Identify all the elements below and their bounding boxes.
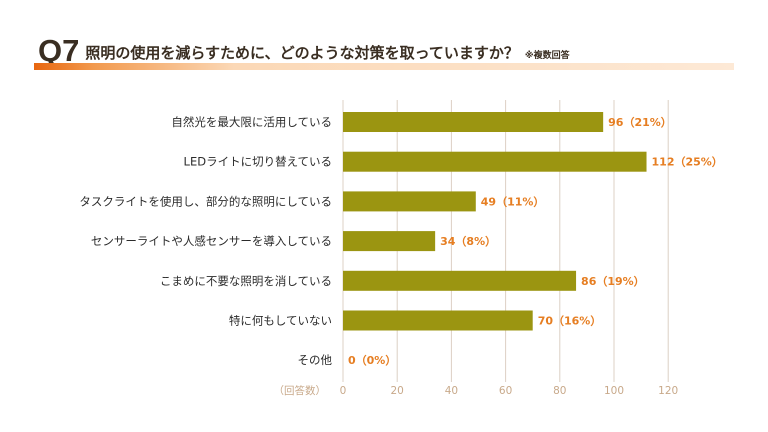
title-underline bbox=[34, 63, 734, 70]
x-tick-label: 120 bbox=[658, 385, 678, 397]
category-label: 自然光を最大限に活用している bbox=[171, 115, 332, 129]
x-tick-label: 20 bbox=[391, 385, 404, 397]
value-label: 34（8%） bbox=[440, 235, 496, 248]
bar bbox=[343, 191, 476, 212]
chart-title: Q7 照明の使用を減らすために、どのような対策を取っていますか？ ※複数回答 bbox=[38, 32, 570, 66]
category-label: その他 bbox=[298, 353, 333, 367]
value-label: 86（19%） bbox=[581, 275, 645, 288]
bar bbox=[343, 151, 647, 172]
x-axis-label: （回答数） bbox=[274, 384, 327, 397]
value-label: 96（21%） bbox=[608, 116, 672, 129]
value-label: 112（25%） bbox=[652, 156, 723, 169]
x-tick-label: 80 bbox=[553, 385, 566, 397]
category-label: LEDライトに切り替えている bbox=[184, 155, 332, 169]
value-label: 70（16%） bbox=[538, 315, 602, 328]
value-label: 49（11%） bbox=[481, 195, 545, 208]
category-label: こまめに不要な照明を消している bbox=[160, 274, 332, 288]
bar bbox=[343, 310, 533, 331]
x-tick-label: 100 bbox=[604, 385, 624, 397]
bar bbox=[343, 231, 436, 252]
x-tick-label: 0 bbox=[340, 385, 347, 397]
question-text: 照明の使用を減らすために、どのような対策を取っていますか？ bbox=[85, 44, 519, 62]
question-number: Q7 bbox=[38, 33, 80, 68]
bar bbox=[343, 112, 604, 132]
category-label: 特に何もしていない bbox=[229, 314, 332, 328]
x-tick-label: 40 bbox=[445, 385, 458, 397]
value-label: 0（0%） bbox=[348, 354, 396, 367]
bar bbox=[343, 270, 577, 291]
multiple-answer-note: ※複数回答 bbox=[524, 51, 570, 61]
category-label: タスクライトを使用し、部分的な照明にしている bbox=[79, 194, 332, 208]
x-tick-label: 60 bbox=[499, 385, 512, 397]
category-label: センサーライトや人感センサーを導入している bbox=[91, 234, 332, 248]
